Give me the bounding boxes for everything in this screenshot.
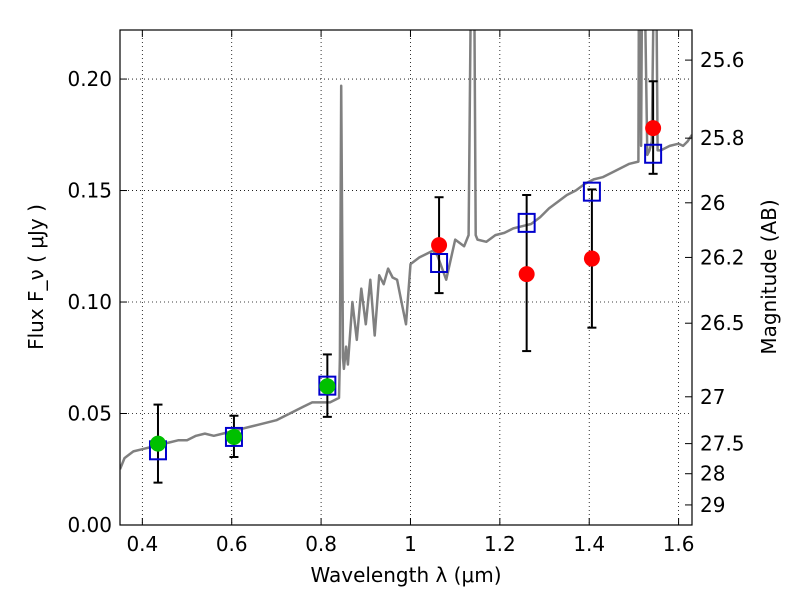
- model-square-marker: [430, 253, 449, 274]
- model-square-marker: [582, 181, 601, 202]
- model-square-marker: [644, 143, 663, 164]
- y2-tick-label: 27: [700, 385, 725, 409]
- y-axis-label: Flux F_ν ( μJy ): [24, 204, 48, 350]
- y-tick-label: 0.15: [67, 179, 112, 203]
- red-data-point: [583, 250, 600, 267]
- axes-frame: [119, 29, 693, 526]
- x-tick-label: 1.4: [573, 532, 605, 556]
- y2-tick-label: 25.8: [700, 126, 745, 150]
- x-tick-label: 1.6: [663, 532, 695, 556]
- right-axis-label: Magnitude (AB): [757, 199, 781, 354]
- y2-tick-label: 25.6: [700, 48, 745, 72]
- plot-area: [120, 30, 692, 484]
- axes: 0.4 0.6 0.8 1 1.2 1.4 1.6 0.00 0.05 0.10 0.15 0.20 2…: [67, 29, 745, 556]
- y2-tick-label: 28: [700, 462, 725, 486]
- green-data-point: [319, 378, 336, 395]
- y2-tick-label: 26.2: [700, 245, 745, 269]
- y-tick-label: 0.20: [67, 67, 112, 91]
- y-tick-label: 0.00: [67, 513, 112, 537]
- spectrum-line: [120, 30, 692, 470]
- x-tick-label: 0.4: [126, 532, 158, 556]
- y2-tick-label: 26.5: [700, 311, 745, 335]
- x-tick-label: 1.2: [484, 532, 516, 556]
- y-tick-label: 0.10: [67, 290, 112, 314]
- x-tick-label: 0.6: [216, 532, 248, 556]
- model-square-marker: [517, 212, 536, 233]
- x-axis-label: Wavelength λ (μm): [310, 563, 501, 587]
- grid: [120, 30, 692, 526]
- red-data-point: [518, 266, 535, 283]
- x-tick-label: 0.8: [305, 532, 337, 556]
- y2-tick-label: 29: [700, 493, 725, 517]
- y2-tick-label: 27.5: [700, 432, 745, 456]
- model-square-marker: [318, 375, 337, 396]
- x-tick-label: 1: [404, 532, 417, 556]
- red-data-point: [645, 120, 662, 137]
- green-data-point: [149, 435, 166, 452]
- y-tick-label: 0.05: [67, 402, 112, 426]
- red-data-point: [431, 237, 448, 254]
- y2-tick-label: 26: [700, 191, 725, 215]
- green-data-point: [225, 428, 242, 445]
